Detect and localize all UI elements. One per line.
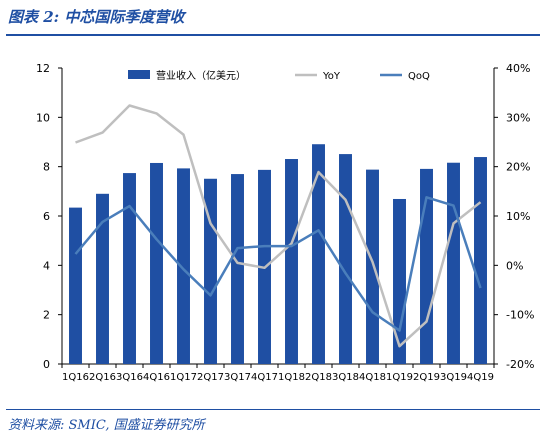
y-right-tick-label: 0% — [506, 259, 523, 272]
x-tick-label: 2Q17 — [197, 372, 224, 383]
legend-label: 营业收入（亿美元） — [156, 69, 246, 82]
x-tick-label: 3Q18 — [332, 372, 359, 383]
bar-3Q17 — [231, 174, 244, 364]
x-tick-label: 1Q18 — [278, 372, 305, 383]
y-right-tick-label: 40% — [506, 62, 530, 75]
source-note: 资料来源: SMIC, 国盛证券研究所 — [8, 418, 205, 433]
x-tick-label: 1Q17 — [170, 372, 197, 383]
y-left-tick-label: 2 — [43, 309, 50, 322]
y-right-tick-label: -10% — [506, 309, 534, 322]
bar-1Q17 — [177, 168, 190, 364]
chart-title: 图表 2: 中芯国际季度营收 — [8, 8, 185, 26]
bar-4Q19 — [474, 157, 487, 364]
bar-4Q18 — [366, 169, 379, 364]
legend-label: QoQ — [408, 71, 430, 82]
x-tick-label: 2Q19 — [413, 372, 440, 383]
x-tick-label: 3Q16 — [116, 372, 143, 383]
bar-3Q18 — [339, 154, 352, 364]
y-left-tick-label: 8 — [43, 161, 50, 174]
legend-swatch-revenue — [128, 70, 150, 79]
y-right-tick-label: 10% — [506, 210, 530, 223]
x-tick-label: 4Q18 — [359, 372, 386, 383]
x-tick-label: 4Q16 — [143, 372, 170, 383]
y-left-tick-label: 4 — [43, 259, 50, 272]
y-left-tick-label: 12 — [36, 62, 50, 75]
y-left-tick-label: 10 — [36, 111, 50, 124]
y-right-tick-label: -20% — [506, 358, 534, 371]
y-left-tick-label: 0 — [43, 358, 50, 371]
bar-2Q17 — [204, 178, 217, 364]
y-right-tick-label: 20% — [506, 161, 530, 174]
x-tick-label: 1Q16 — [62, 372, 89, 383]
x-tick-label: 1Q19 — [386, 372, 413, 383]
x-tick-label: 3Q19 — [440, 372, 467, 383]
bar-1Q16 — [69, 207, 82, 364]
x-tick-label: 2Q16 — [89, 372, 116, 383]
title-divider — [6, 34, 540, 36]
legend-label: YoY — [322, 71, 341, 82]
y-left-tick-label: 6 — [43, 210, 50, 223]
source-divider — [6, 409, 540, 410]
bar-3Q19 — [447, 162, 460, 364]
bar-3Q16 — [123, 173, 136, 364]
bar-1Q18 — [285, 159, 298, 364]
x-tick-label: 4Q17 — [251, 372, 278, 383]
line-series-qoq — [74, 196, 482, 332]
x-tick-label: 3Q17 — [224, 372, 251, 383]
y-right-tick-label: 30% — [506, 111, 530, 124]
bar-1Q19 — [393, 198, 406, 364]
bar-4Q16 — [150, 162, 163, 364]
line-series-yoy — [75, 104, 482, 348]
bar-2Q16 — [96, 193, 109, 364]
x-tick-label: 2Q18 — [305, 372, 332, 383]
x-tick-label: 4Q19 — [467, 372, 494, 383]
bar-2Q18 — [312, 144, 325, 364]
